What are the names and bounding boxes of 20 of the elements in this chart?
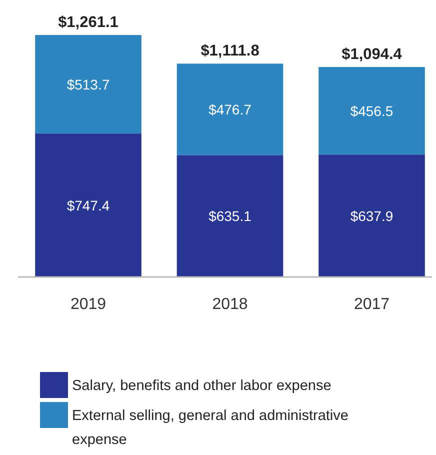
- bar: [318, 66, 425, 155]
- data-label: $513.7: [66, 76, 110, 92]
- bar: [35, 35, 142, 134]
- legend-label: Salary, benefits and other labor expense: [72, 378, 332, 394]
- bar: [176, 64, 284, 156]
- data-label: $476.7: [208, 101, 252, 118]
- data-label: $635.1: [208, 208, 252, 224]
- total-label: $1,261.1: [58, 14, 119, 31]
- bar: [35, 134, 142, 277]
- bar: [176, 155, 284, 277]
- legend-label: External selling, general and administrative expense: [72, 408, 348, 448]
- data-label: $456.5: [350, 102, 394, 119]
- x-tick-label: 2019: [70, 296, 106, 313]
- total-label: $1,094.4: [342, 46, 402, 63]
- total-label: $1,111.8: [200, 42, 260, 60]
- data-label: $747.4: [66, 197, 110, 214]
- bar: [318, 154, 425, 277]
- x-tick-label: 2018: [212, 296, 248, 313]
- data-label: $637.9: [350, 208, 394, 224]
- x-tick-label: 2017: [354, 296, 390, 313]
